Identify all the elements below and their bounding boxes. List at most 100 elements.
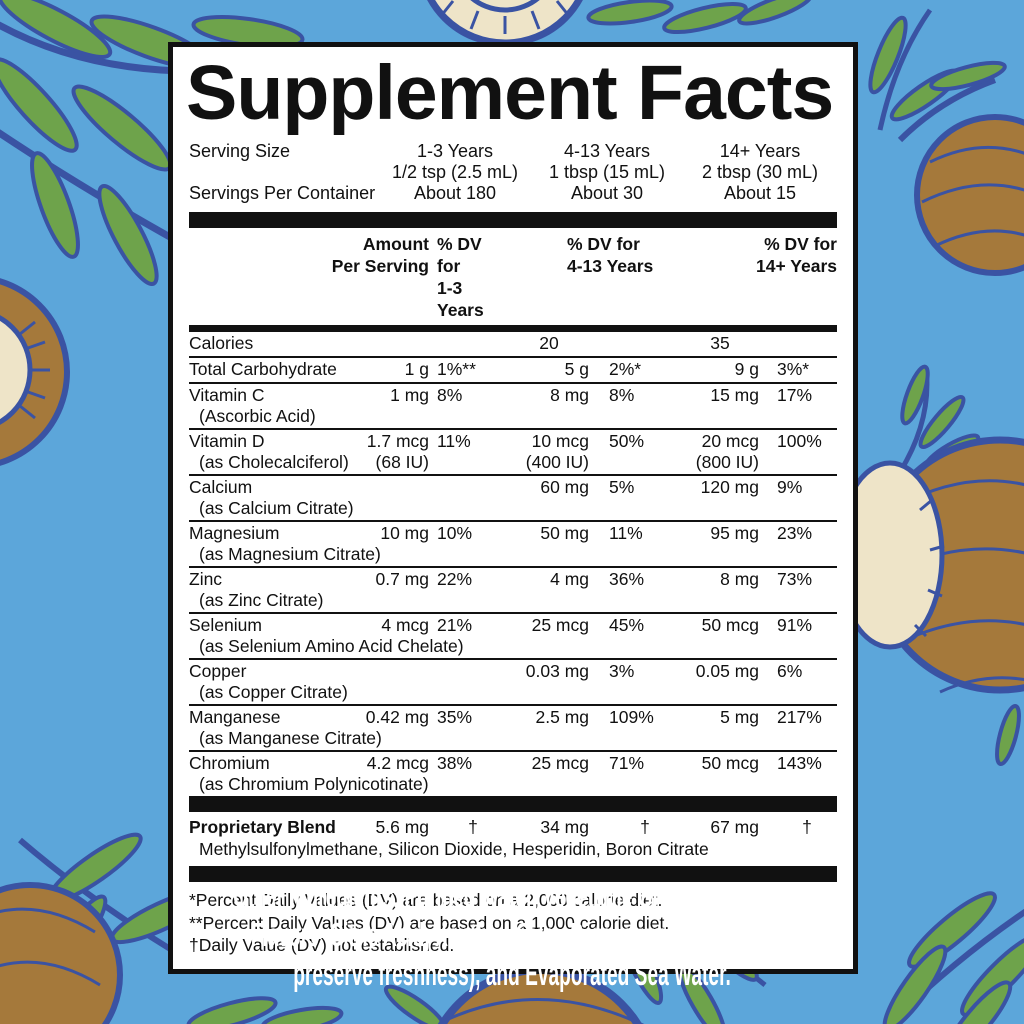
age-group: 4-13 Years	[563, 141, 651, 162]
nutrient-name: Vitamin C	[189, 385, 265, 406]
dv-1-3: 22%	[437, 569, 473, 590]
dv-4-13	[589, 333, 681, 354]
iu-4-13: (400 IU)	[525, 452, 589, 473]
amount-4-13: 10 mcg	[531, 431, 589, 452]
dv-4-13: 8%	[609, 385, 635, 406]
dv-14plus: 91%	[777, 615, 813, 636]
amount-14plus: 0.05 mg	[695, 661, 759, 682]
blend-amount-1-3: 5.6 mg	[375, 817, 430, 838]
blend-amount-4-13: 34 mg	[540, 817, 589, 838]
dv-14plus: 73%	[777, 569, 813, 590]
table-row: Zinc 0.7 mg 22% 4 mg 36% 8 mg 73% (as Zi…	[189, 566, 837, 612]
divider-bar-thick	[189, 866, 837, 883]
coconut-top-right-icon	[889, 60, 1024, 276]
amount-1-3	[319, 333, 429, 354]
blend-dv-1-3: †	[468, 817, 478, 838]
amount-4-13: 2.5 mg	[535, 707, 590, 728]
coconut-left-icon	[0, 278, 70, 466]
amount-4-13: 20	[539, 333, 559, 354]
amount-1-3: 1 g	[404, 359, 429, 380]
servings-per-container-value: About 15	[723, 183, 797, 204]
serving-size-label: Serving Size	[189, 141, 291, 162]
table-row: Vitamin C 1 mg 8% 8 mg 8% 15 mg 17% (Asc…	[189, 382, 837, 428]
table-row: Selenium 4 mcg 21% 25 mcg 45% 50 mcg 91%…	[189, 612, 837, 658]
nutrient-name: Selenium	[189, 615, 262, 636]
amount-14plus: 15 mg	[710, 385, 759, 406]
leaf-sprig-top-icon	[586, 0, 933, 131]
blend-dv-14plus: †	[802, 817, 812, 838]
dv-4-13: 71%	[609, 753, 645, 774]
blend-dv-4-13: †	[640, 817, 650, 838]
serving-size-value: 1 tbsp (15 mL)	[548, 162, 666, 183]
amount-14plus: 50 mcg	[701, 753, 759, 774]
nutrient-form: (as Cholecalciferol)	[199, 452, 349, 473]
nutrient-form: (as Manganese Citrate)	[199, 728, 382, 749]
dv-14plus: 6%	[777, 661, 803, 682]
coconut-right-icon	[835, 364, 1024, 767]
dv-14plus: 143%	[777, 753, 822, 774]
dv-4-13: 3%	[609, 661, 635, 682]
amount-1-3: 0.7 mg	[375, 569, 430, 590]
nutrient-name: Zinc	[189, 569, 223, 590]
dv-4-13: 2%*	[609, 359, 642, 380]
servings-per-container-value: About 30	[570, 183, 644, 204]
nutrient-name: Chromium	[189, 753, 270, 774]
amount-14plus: 20 mcg	[701, 431, 759, 452]
dv-14plus: 17%	[777, 385, 813, 406]
table-row: Total Carbohydrate 1 g 1%** 5 g 2%* 9 g …	[189, 356, 837, 382]
nutrient-form: (as Magnesium Citrate)	[199, 544, 381, 565]
nutrient-name: Copper	[189, 661, 247, 682]
blend-amount-14plus: 67 mg	[710, 817, 759, 838]
coconut-bottom-left-icon	[0, 832, 344, 1024]
table-row: Chromium 4.2 mcg 38% 25 mcg 71% 50 mcg 1…	[189, 750, 837, 796]
dv-4-13: 109%	[609, 707, 654, 728]
table-row: Calcium 60 mg 5% 120 mg 9% (as Calcium C…	[189, 474, 837, 520]
header-dv-1-3: % DV for 1-3 Years	[437, 234, 484, 321]
amount-14plus: 8 mg	[720, 569, 759, 590]
header-dv-14plus: % DV for 14+ Years	[756, 234, 837, 277]
header-dv-4-13: % DV for 4-13 Years	[567, 234, 654, 277]
nutrient-form: (as Copper Citrate)	[199, 682, 348, 703]
nutrient-name: Calories	[189, 333, 254, 354]
dv-4-13: 50%	[609, 431, 645, 452]
amount-1-3: 4 mcg	[381, 615, 429, 636]
dv-4-13: 5%	[609, 477, 635, 498]
dv-1-3: 8%	[437, 385, 463, 406]
footnote: *Percent Daily Values (DV) are based on …	[189, 890, 663, 911]
nutrient-form: (as Calcium Citrate)	[199, 498, 354, 519]
serving-info: Serving Size 1-3 Years 4-13 Years 14+ Ye…	[189, 141, 837, 204]
table-header: Amount Per Serving % DV for 1-3 Years % …	[189, 228, 837, 325]
other-ingredients-line: Other Ingredients: Purified Water, Veget…	[233, 877, 791, 914]
amount-14plus: 5 mg	[720, 707, 759, 728]
table-row: Copper 0.03 mg 3% 0.05 mg 6% (as Copper …	[189, 658, 837, 704]
iu-14plus: (800 IU)	[695, 452, 759, 473]
dv-1-3: 10%	[437, 523, 473, 544]
servings-per-container-value: About 180	[413, 183, 497, 204]
serving-size-value: 2 tbsp (30 mL)	[701, 162, 819, 183]
divider-bar-thick	[189, 212, 837, 229]
nutrient-form: (as Zinc Citrate)	[199, 590, 324, 611]
dv-1-3: 11%	[437, 431, 471, 452]
table-row: Vitamin D 1.7 mcg 11% 10 mcg 50% 20 mcg …	[189, 428, 837, 474]
blend-ingredients: Methylsulfonylmethane, Silicon Dioxide, …	[199, 839, 709, 860]
amount-1-3	[319, 477, 429, 498]
amount-14plus: 50 mcg	[701, 615, 759, 636]
dv-14plus	[759, 333, 837, 354]
table-row: Calories 20 35	[189, 332, 837, 356]
footnote: †Daily Value (DV) not established.	[189, 935, 455, 956]
blend-name: Proprietary Blend	[189, 817, 336, 838]
dv-14plus: 23%	[777, 523, 813, 544]
dv-1-3: 35%	[437, 707, 473, 728]
serving-size-value: 1/2 tsp (2.5 mL)	[391, 162, 519, 183]
servings-per-container-label: Servings Per Container	[189, 183, 376, 204]
amount-1-3	[319, 661, 429, 682]
other-ingredients-line: Flavors, Citric Acid, Xanthan Gum, Potas…	[250, 916, 774, 953]
amount-4-13: 50 mg	[540, 523, 589, 544]
dv-14plus: 100%	[777, 431, 822, 452]
footnotes: *Percent Daily Values (DV) are based on …	[189, 882, 837, 961]
other-ingredients: Other Ingredients: Purified Water, Veget…	[0, 876, 1024, 993]
amount-14plus: 9 g	[734, 359, 759, 380]
amount-1-3: 0.42 mg	[365, 707, 429, 728]
dv-4-13: 36%	[609, 569, 645, 590]
table-row: Manganese 0.42 mg 35% 2.5 mg 109% 5 mg 2…	[189, 704, 837, 750]
